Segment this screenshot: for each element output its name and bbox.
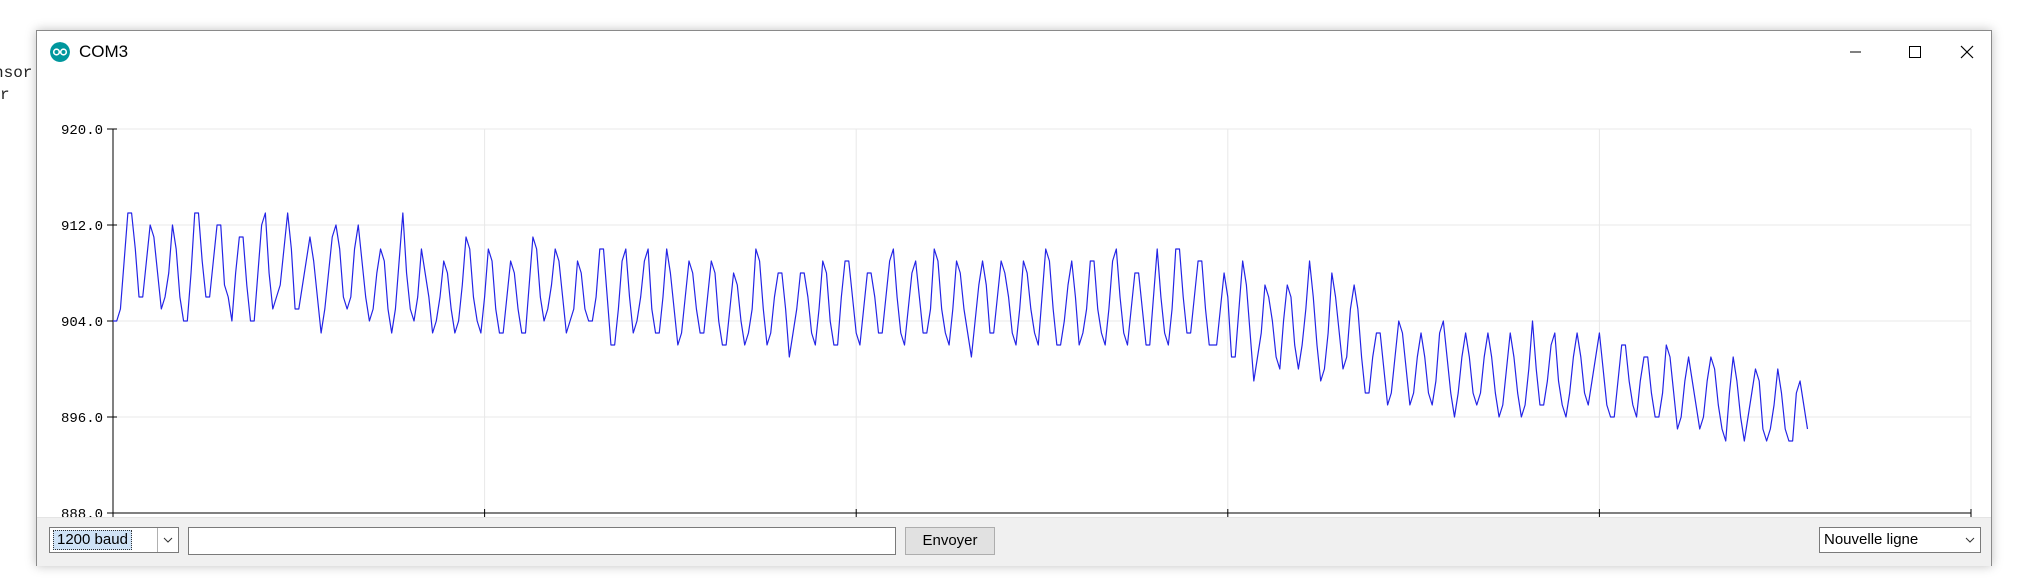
- maximize-icon: [1909, 46, 1921, 58]
- line-ending-select[interactable]: Nouvelle ligne: [1819, 527, 1981, 553]
- send-input[interactable]: [188, 527, 896, 555]
- baud-rate-value: 1200 baud: [53, 530, 132, 550]
- chevron-down-icon: [157, 528, 178, 552]
- minimize-icon: [1850, 51, 1861, 53]
- y-tick-label: 896.0: [61, 411, 103, 427]
- send-button[interactable]: Envoyer: [905, 527, 995, 555]
- title-bar[interactable]: COM3: [37, 31, 1991, 73]
- maximize-button[interactable]: [1885, 31, 1945, 73]
- y-tick-label: 904.0: [61, 315, 103, 331]
- serial-plot-chart: 920.0912.0904.0896.0888.0666766866966106…: [61, 123, 1972, 517]
- series-line: [113, 212, 1809, 442]
- close-button[interactable]: [1945, 31, 2005, 73]
- arduino-icon: [50, 42, 70, 62]
- background-console-text: nsor r: [0, 62, 32, 106]
- baud-rate-select[interactable]: 1200 baud: [49, 527, 179, 553]
- window-title: COM3: [79, 42, 129, 61]
- close-icon: [1960, 45, 1974, 59]
- bottom-toolbar: 1200 baud Envoyer Nouvelle ligne: [37, 517, 1991, 566]
- background-text-line: nsor: [0, 64, 33, 82]
- y-tick-label: 920.0: [61, 123, 103, 139]
- line-ending-value: Nouvelle ligne: [1824, 531, 1919, 548]
- y-tick-label: 888.0: [61, 507, 103, 517]
- y-tick-label: 912.0: [61, 219, 103, 235]
- minimize-button[interactable]: [1825, 31, 1885, 73]
- chevron-down-icon: [1960, 528, 1980, 552]
- plot-area: 920.0912.0904.0896.0888.0666766866966106…: [37, 73, 1991, 517]
- background-text-line: r: [0, 86, 10, 104]
- serial-plotter-window: COM3 920.0912.0904.0896.0888.06667668669…: [36, 30, 1992, 566]
